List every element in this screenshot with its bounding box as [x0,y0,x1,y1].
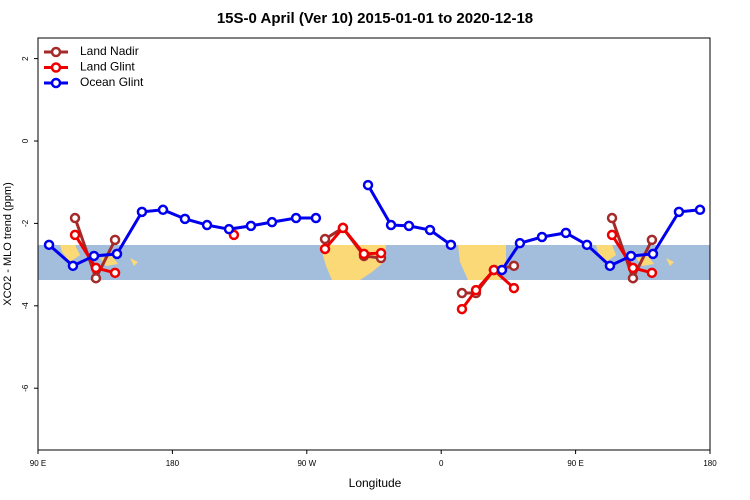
data-point [508,260,520,272]
data-point [424,224,436,236]
data-point [445,239,457,251]
data-point [90,262,102,274]
data-point [319,233,331,245]
data-point [488,264,500,276]
land-shape [60,245,138,266]
data-point [43,239,55,251]
data-point [337,222,349,234]
x-tick-label: 0 [439,459,444,468]
data-point [310,212,322,224]
data-point [604,260,616,272]
data-point [90,272,102,284]
data-point [647,248,659,260]
data-point [179,213,191,225]
plot-frame [37,37,711,451]
data-point [646,234,658,246]
data-point [319,243,331,255]
y-axis-label: XCO2 - MLO trend (ppm) [2,182,14,305]
data-point [456,287,468,299]
y-tick-label: 0 [21,138,30,143]
legend-label: Land Nadir [80,44,139,58]
data-point [223,223,235,235]
data-point [606,229,618,241]
x-tick-label: 90 E [567,459,583,468]
data-point [606,212,618,224]
x-axis-label: Longitude [349,476,402,490]
y-tick-label: -4 [21,302,30,310]
legend-marker [50,77,62,89]
data-point [627,262,639,274]
legend-label: Land Glint [80,60,135,74]
data-point [403,220,415,232]
x-tick-label: 90 E [30,459,46,468]
x-tick-label: 90 W [297,459,316,468]
data-point [627,272,639,284]
data-point [266,216,278,228]
chart-title: 15S-0 April (Ver 10) 2015-01-01 to 2020-… [217,10,533,27]
data-point [67,260,79,272]
data-point [88,250,100,262]
data-point [470,284,482,296]
legend-marker [50,46,62,58]
data-point [201,219,213,231]
data-point [581,239,593,251]
data-point [358,248,370,260]
y-tick-label: -2 [21,219,30,227]
data-point [646,267,658,279]
data-point [375,247,387,259]
series [43,179,706,276]
data-point [560,227,572,239]
data-point [157,204,169,216]
data-point [136,206,148,218]
data-point [69,229,81,241]
series [69,222,658,315]
x-tick-label: 180 [166,459,180,468]
data-point [694,204,706,216]
legend-label: Ocean Glint [80,75,144,89]
data-point [625,250,637,262]
data-point [673,206,685,218]
data-point [456,303,468,315]
data-point [362,179,374,191]
data-point [508,282,520,294]
data-point [514,237,526,249]
x-tick-label: 180 [703,459,717,468]
data-point [290,212,302,224]
legend-marker [50,62,62,73]
data-point [245,220,257,232]
land-shape [596,245,674,266]
data-point [109,234,121,246]
y-tick-label: -6 [21,384,30,392]
data-point [496,264,508,276]
data-point [536,231,548,243]
y-tick-label: 2 [21,56,30,61]
data-point [69,212,81,224]
data-point [111,248,123,260]
data-point [385,219,397,231]
data-point [109,267,121,279]
